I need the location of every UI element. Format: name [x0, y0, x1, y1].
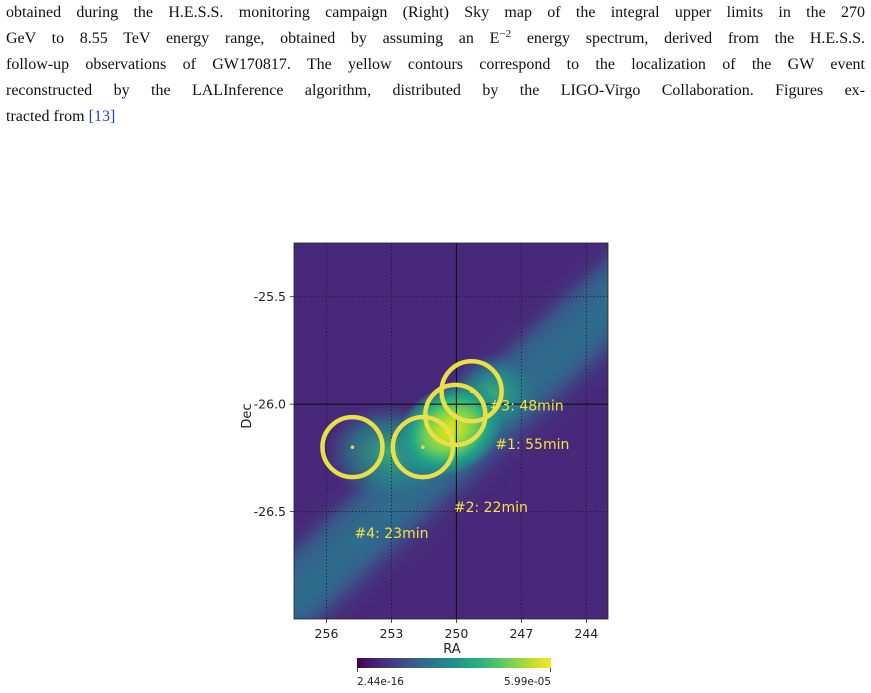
figure-caption: obtained during the H.E.S.S. monitoring … — [6, 0, 865, 130]
caption-line-2: GeV to 8.55 TeV energy range, obtained b… — [6, 26, 865, 52]
caption-line-5-pre: tracted from — [6, 108, 89, 125]
pointing-label: #1: 55min — [495, 437, 569, 453]
heatmap — [294, 243, 608, 619]
x-tick-label: 256 — [315, 626, 339, 641]
caption-line-2-post: energy spectrum, derived from the H.E.S.… — [511, 30, 866, 47]
colorbar-gradient — [357, 658, 551, 668]
reference-link[interactable]: [13] — [89, 108, 116, 125]
ref-number: 13 — [93, 108, 110, 125]
x-tick-label: 247 — [509, 626, 533, 641]
pointing-label: #3: 48min — [490, 398, 564, 414]
pointing-contour — [320, 414, 385, 480]
colorbar-max-label: 5.99e-05 — [504, 676, 551, 688]
x-tick-label: 244 — [574, 626, 598, 641]
plot-frame — [293, 242, 609, 620]
y-tick-label: -26.5 — [254, 504, 286, 519]
crosshair — [294, 243, 608, 619]
caption-line-1: obtained during the H.E.S.S. monitoring … — [6, 4, 865, 21]
x-tick-label: 253 — [380, 626, 404, 641]
caption-line-3: follow-up observations of GW170817. The … — [6, 56, 865, 73]
caption-line-2-pre: GeV to 8.55 TeV energy range, obtained b… — [6, 30, 500, 47]
pointing-center-dot — [421, 445, 425, 449]
y-axis-label: Dec — [240, 403, 255, 428]
ref-open: [ — [88, 108, 94, 125]
y-tick-label: -26.0 — [254, 397, 286, 412]
y-tick-labels: -25.5 -26.0 -26.5 — [254, 289, 294, 519]
caption-line-4: reconstructed by the LALInference algori… — [6, 82, 865, 99]
pointing-contour — [390, 414, 456, 480]
pointing-center-dot — [469, 389, 474, 394]
grid-lines — [294, 243, 608, 619]
ref-close: ] — [109, 108, 116, 125]
colorbar: 2.44e-16 5.99e-05 — [357, 658, 551, 688]
x-tick-labels: 256 253 250 247 244 — [315, 619, 598, 641]
pointing-contours: #1: 55min #2: 22min #3: 48min #4: 23min — [320, 359, 569, 542]
colorbar-min-label: 2.44e-16 — [357, 676, 404, 688]
pointing-label: #2: 22min — [454, 500, 528, 516]
y-tick-label: -25.5 — [254, 289, 286, 304]
caption-exponent: −2 — [499, 28, 512, 40]
pointing-center-dot — [350, 445, 355, 449]
pointing-contour — [423, 382, 488, 448]
x-tick-label: 250 — [444, 626, 468, 641]
x-axis-label: RA — [443, 642, 461, 657]
pointing-contour — [439, 359, 504, 424]
caption-line-5: tracted from [13] — [6, 104, 865, 130]
pointing-label: #4: 23min — [354, 526, 428, 542]
